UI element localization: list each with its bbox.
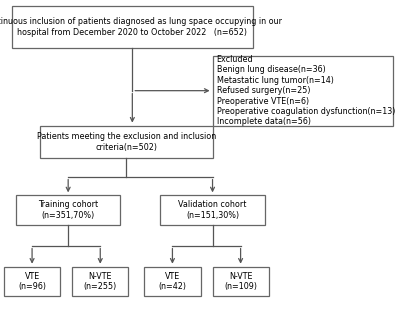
FancyBboxPatch shape [72,267,128,296]
Text: Training cohort
(n=351,70%): Training cohort (n=351,70%) [38,200,98,220]
FancyBboxPatch shape [4,267,60,296]
FancyBboxPatch shape [40,126,213,158]
FancyBboxPatch shape [144,267,200,296]
FancyBboxPatch shape [213,56,393,126]
FancyBboxPatch shape [160,195,265,225]
Text: Continuous inclusion of patients diagnosed as lung space occupying in our
hospit: Continuous inclusion of patients diagnos… [0,17,282,37]
Text: Excluded
Benign lung disease(n=36)
Metastatic lung tumor(n=14)
Refused surgery(n: Excluded Benign lung disease(n=36) Metas… [217,55,395,126]
Text: VTE
(n=42): VTE (n=42) [158,272,186,291]
Text: Validation cohort
(n=151,30%): Validation cohort (n=151,30%) [178,200,247,220]
Text: N-VTE
(n=109): N-VTE (n=109) [224,272,257,291]
Text: Patients meeting the exclusion and inclusion
criteria(n=502): Patients meeting the exclusion and inclu… [36,132,216,152]
FancyBboxPatch shape [16,195,120,225]
FancyBboxPatch shape [213,267,269,296]
Text: N-VTE
(n=255): N-VTE (n=255) [84,272,117,291]
Text: VTE
(n=96): VTE (n=96) [18,272,46,291]
FancyBboxPatch shape [12,6,253,48]
